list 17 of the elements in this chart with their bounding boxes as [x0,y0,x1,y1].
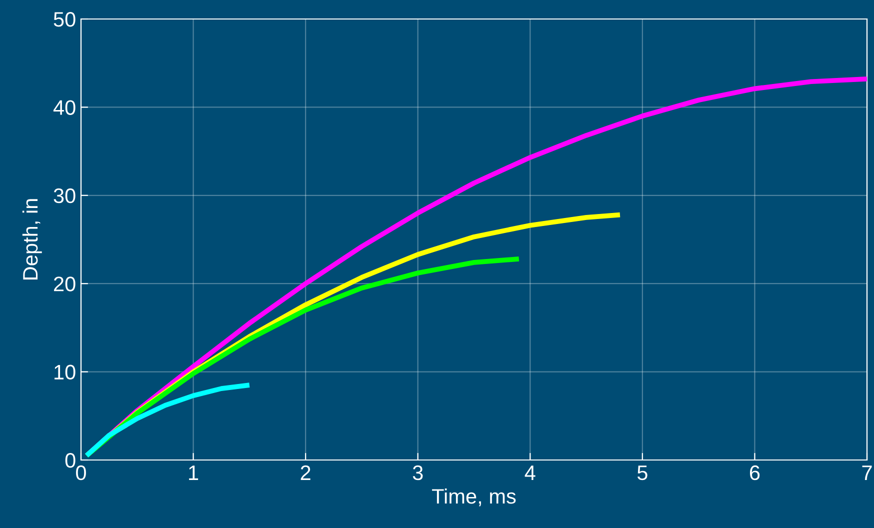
x-tick-label: 6 [750,465,760,480]
line-series [84,382,252,458]
y-tick-label: 50 [54,12,76,27]
x-tick-label: 1 [189,466,198,480]
y-tick-label: 20 [54,276,76,292]
y-tick-label: 10 [54,364,76,380]
x-tick-label: 5 [637,466,648,480]
y-tick-label: 0 [65,453,76,468]
x-tick-label: 4 [524,466,536,480]
y-tick-label: 30 [54,188,76,204]
x-axis-title: Time, ms [432,488,516,506]
x-tick-label: 7 [862,466,872,480]
y-tick-label: 40 [53,100,76,115]
x-tick-label: 2 [300,465,310,480]
x-tick-label: 3 [412,465,423,480]
y-axis-title: Depth, in [22,199,42,280]
x-tick-label: 0 [76,465,86,480]
